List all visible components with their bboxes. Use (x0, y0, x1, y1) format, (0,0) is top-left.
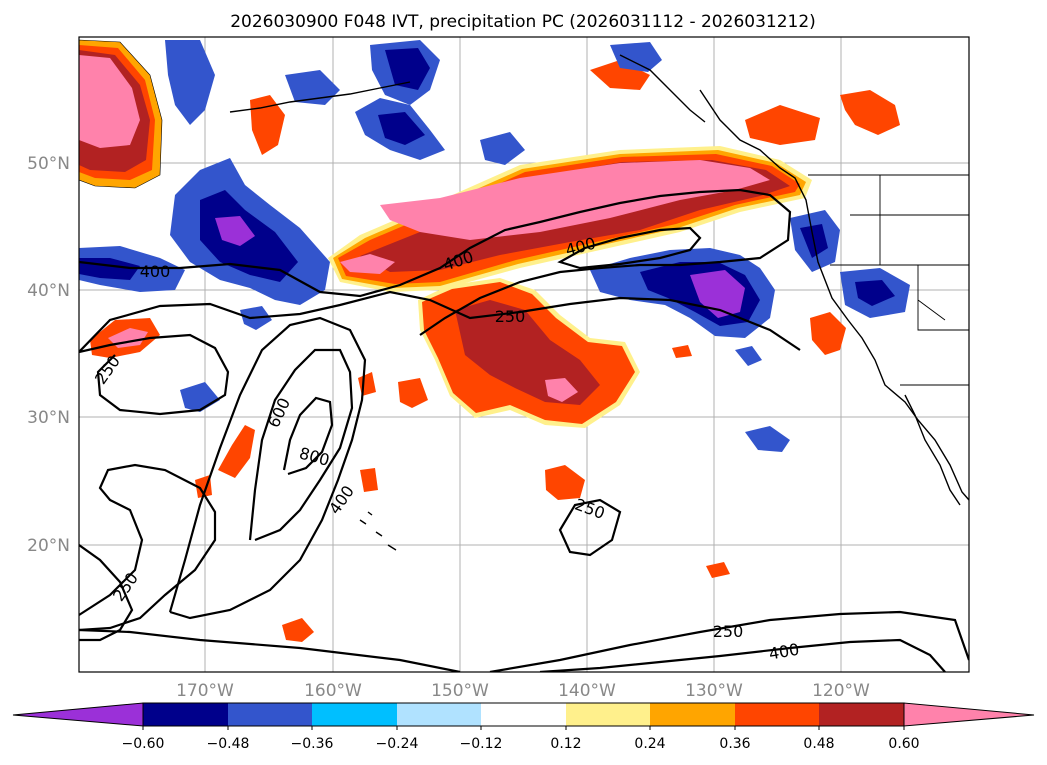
cbar-tick-label: −0.60 (122, 736, 165, 752)
pc-region-neg-3-purple (690, 270, 745, 318)
ivt-400-south-east (539, 638, 946, 672)
lon-label-170w: 170°W (176, 681, 234, 701)
colorbar-seg-8 (735, 703, 819, 726)
figure-title: 2026030900 F048 IVT, precipitation PC (2… (230, 12, 816, 32)
contour-label-250-southeast: 250 (713, 622, 744, 641)
pc-region-w2 (218, 425, 255, 478)
colorbar-left-arrow (12, 702, 144, 727)
pc-region-neg-6-navy (378, 112, 425, 145)
positive-pc-regions (79, 39, 900, 642)
pc-region-e1 (545, 465, 585, 500)
pc-region-neg-10 (480, 132, 525, 165)
contour-label-400-west: 400 (140, 262, 171, 281)
pc-region-ar-pink-2 (340, 254, 395, 274)
ivt-250-south-loop (79, 544, 134, 642)
cbar-tick-label: 0.60 (888, 736, 919, 752)
colorbar-seg-1 (143, 703, 228, 726)
map-frame (78, 36, 970, 673)
colorbar-seg-9 (819, 703, 904, 726)
pc-region-w6 (360, 468, 378, 492)
pc-region-ar-pink (380, 160, 770, 240)
cbar-tick-label: 0.12 (550, 736, 581, 752)
cbar-tick-label: 0.36 (719, 736, 750, 752)
coast-bc (619, 54, 706, 123)
coast-north-america (699, 89, 969, 501)
ivt-400-north (79, 188, 792, 336)
colorbar-seg-4 (397, 703, 481, 726)
lon-label-120w: 120°W (812, 681, 870, 701)
cbar-tick-label: −0.12 (460, 736, 503, 752)
cbar-tick-label: −0.24 (376, 736, 419, 752)
lat-label-20n: 20°N (27, 536, 70, 556)
ivt-250-outer (79, 463, 217, 632)
ivt-250-south-east (489, 610, 969, 672)
colorbar-seg-7 (650, 703, 735, 726)
pc-region-nw-pink (79, 55, 140, 148)
border-states (850, 175, 969, 331)
colorbar: −0.60 −0.48 −0.36 −0.24 −0.12 0.12 0.24 … (12, 702, 1035, 752)
ivt-250-hawaii (558, 498, 622, 557)
ivt-400-loop-east (557, 226, 702, 270)
colorbar-ticks (142, 726, 905, 730)
pc-region-neg-8 (285, 70, 340, 105)
colorbar-seg-2 (228, 703, 312, 726)
coastlines (229, 54, 969, 551)
pc-region-e7 (250, 95, 285, 155)
ivt-contours (79, 188, 969, 672)
ivt-400-middle (168, 316, 367, 620)
cbar-tick-label: 0.24 (634, 736, 665, 752)
pc-region-neg-1-purple (215, 216, 255, 246)
ivt-250-main (79, 333, 230, 416)
pc-region-e3 (810, 312, 846, 355)
colorbar-right-arrow (903, 702, 1035, 727)
cbar-tick-label: −0.36 (291, 736, 334, 752)
ivt-800 (282, 396, 334, 476)
colorbar-frame (142, 702, 905, 727)
map-panel: 400 400 400 250 250 600 800 400 250 250 … (79, 37, 969, 672)
cbar-tick-label: 0.48 (803, 736, 834, 752)
pc-region-e2 (706, 562, 730, 578)
lat-label-40n: 40°N (27, 281, 70, 301)
pc-region-e4 (840, 90, 900, 135)
pc-region-w7 (282, 618, 314, 642)
pc-region-w5 (398, 378, 428, 408)
latitude-labels: 50°N 40°N 30°N 20°N (27, 154, 70, 556)
lon-label-130w: 130°W (685, 681, 743, 701)
coast-hawaii (359, 511, 397, 551)
lat-label-50n: 50°N (27, 154, 70, 174)
pc-region-neg-15 (610, 42, 662, 72)
coast-alaska-islands (229, 81, 411, 113)
cbar-tick-label: −0.48 (207, 736, 250, 752)
ivt-600 (248, 348, 354, 542)
ivt-250-band (79, 290, 801, 353)
pc-region-central-pink (545, 378, 578, 402)
pc-region-e8 (672, 345, 692, 358)
colorbar-seg-3 (312, 703, 397, 726)
borders (808, 174, 969, 386)
colorbar-seg-5 (481, 703, 566, 726)
colorbar-tick-labels: −0.60 −0.48 −0.36 −0.24 −0.12 0.12 0.24 … (122, 736, 920, 752)
pc-region-neg-13 (735, 346, 762, 366)
ivt-250-bottom (79, 628, 461, 672)
negative-pc-regions (79, 40, 910, 452)
lon-label-150w: 150°W (431, 681, 489, 701)
colorbar-seg-6 (566, 703, 650, 726)
longitude-labels: 170°W 160°W 150°W 140°W 130°W 120°W (176, 681, 870, 701)
pc-region-neg-11 (745, 426, 790, 452)
lon-label-160w: 160°W (304, 681, 362, 701)
lon-label-140w: 140°W (558, 681, 616, 701)
pc-region-neg-7 (165, 40, 215, 125)
pc-region-neg-9-navy (385, 48, 430, 90)
lat-label-30n: 30°N (27, 408, 70, 428)
coast-baja (904, 394, 961, 506)
contour-label-250-center: 250 (495, 307, 526, 326)
pc-region-neg-5-navy (855, 280, 895, 306)
pc-region-e6 (745, 105, 820, 145)
